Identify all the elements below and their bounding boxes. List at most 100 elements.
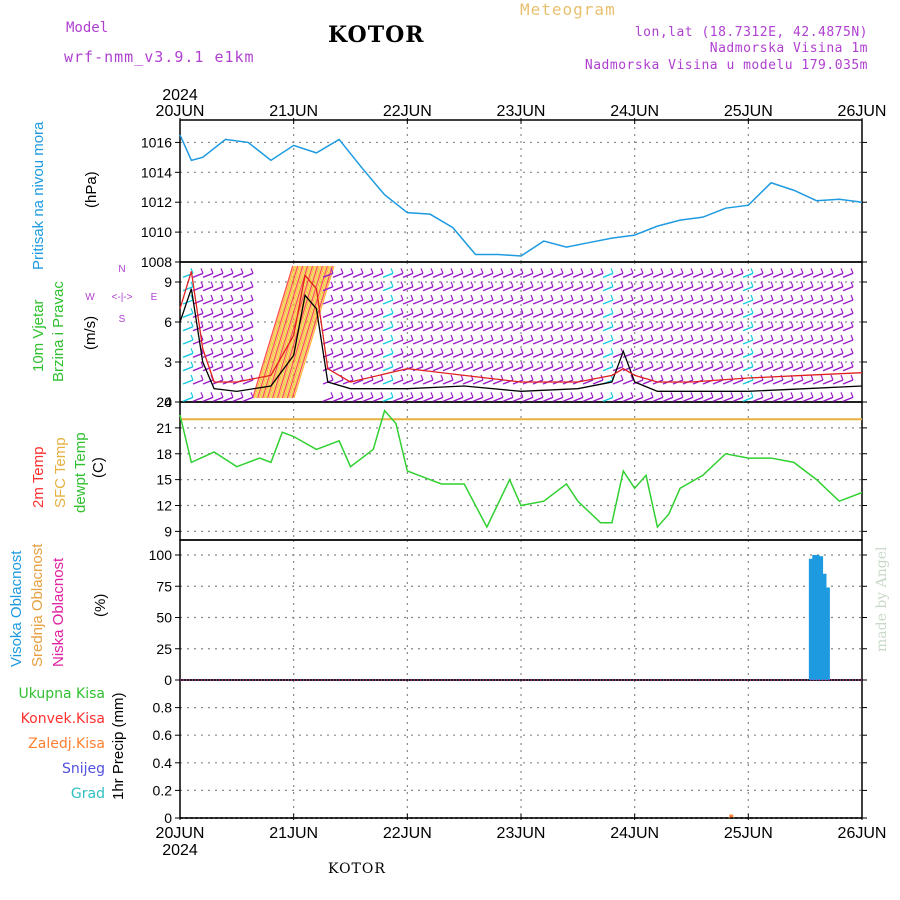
wind-barb-flag xyxy=(350,281,354,287)
wind-barb xyxy=(732,352,744,358)
wind-barb-flag xyxy=(840,392,844,398)
wind-barb-flag xyxy=(680,334,684,341)
wind-barb xyxy=(782,272,794,278)
y-tick-label: 1012 xyxy=(141,194,172,210)
y-tick-label: 18 xyxy=(156,446,172,462)
wind-barb-flag xyxy=(370,281,374,287)
wind-barb-flag xyxy=(590,321,594,327)
wind-barb xyxy=(682,339,694,345)
wind-barb xyxy=(842,272,854,278)
wind-barb-flag xyxy=(710,348,714,354)
wind-barb-flag xyxy=(700,294,704,301)
wind-barb-flag xyxy=(640,348,644,354)
wind-barb xyxy=(242,396,254,402)
wind-barb xyxy=(712,339,724,345)
wind-barb xyxy=(662,366,674,372)
wind-barb xyxy=(402,379,414,385)
wind-barb-flag xyxy=(730,361,734,367)
wind-barb xyxy=(602,396,614,402)
wind-barb-flag xyxy=(350,321,354,327)
wind-barb xyxy=(332,312,344,318)
wind-barb xyxy=(342,326,354,332)
wind-barb xyxy=(552,352,564,358)
wind-barb-flag xyxy=(240,334,244,341)
wind-barb xyxy=(732,326,744,332)
altitude-label: Nadmorska Visina 1m xyxy=(709,41,868,56)
wind-barb-flag xyxy=(530,348,534,354)
y-tick-label: 25 xyxy=(156,641,172,657)
wind-barb-flag xyxy=(370,348,374,354)
wind-barb-flag xyxy=(200,308,204,314)
wind-barb xyxy=(822,396,834,402)
wind-barb xyxy=(472,352,484,358)
wind-barb xyxy=(192,272,204,278)
wind-barb xyxy=(672,396,684,402)
wind-barb-flag xyxy=(440,361,444,367)
x-tick-label-top: 26JUN xyxy=(838,103,887,120)
wind-barb xyxy=(722,339,734,345)
wind-barb-flag xyxy=(200,392,204,398)
panel-frame xyxy=(179,679,863,819)
wind-barb-flag xyxy=(730,392,734,398)
wind-barb-flag xyxy=(330,361,334,367)
wind-barb-flag xyxy=(680,348,684,354)
wind-barb xyxy=(642,312,654,318)
wind-barb xyxy=(342,352,354,358)
wind-barb xyxy=(782,379,794,385)
wind-barb-flag xyxy=(530,268,534,274)
wind-barb xyxy=(352,352,364,358)
wind-barb-flag xyxy=(500,348,504,354)
wind-barb xyxy=(182,339,194,345)
wind-barb-flag xyxy=(660,361,664,367)
wind-barb xyxy=(432,366,444,372)
wind-barb-flag xyxy=(370,268,374,274)
wind-barb-flag xyxy=(330,392,334,398)
wind-barb xyxy=(222,312,234,318)
wind-barb-flag xyxy=(410,281,414,287)
wind-barb-flag xyxy=(530,321,534,327)
wind-barb-flag xyxy=(550,294,554,301)
wind-barb xyxy=(522,396,534,402)
wind-barb xyxy=(352,339,364,345)
wind-barb xyxy=(742,286,754,292)
wind-barb-flag xyxy=(680,281,684,287)
wind-barb-flag xyxy=(720,268,724,274)
wind-barb xyxy=(772,379,784,385)
wind-barb-flag xyxy=(230,281,234,287)
wind-barb xyxy=(792,396,804,402)
wind-barb-flag xyxy=(610,348,614,354)
wind-barb-flag xyxy=(500,281,504,287)
wind-barb xyxy=(752,326,764,332)
wind-barb xyxy=(642,339,654,345)
wind-barb xyxy=(482,286,494,292)
wind-barb xyxy=(822,299,834,305)
wind-barb xyxy=(542,326,554,332)
wind-barb xyxy=(482,352,494,358)
wind-barb xyxy=(472,286,484,292)
wind-barb-flag xyxy=(620,321,624,327)
wind-barb-flag xyxy=(340,294,344,301)
wind-barb xyxy=(402,396,414,402)
wind-barb xyxy=(792,352,804,358)
wind-barb xyxy=(332,272,344,278)
wind-barb xyxy=(682,352,694,358)
wind-barb-flag xyxy=(440,321,444,327)
meteogram-label: Meteogram xyxy=(520,0,616,19)
wind-barb xyxy=(632,272,644,278)
wind-barb-flag xyxy=(240,308,244,314)
wind-barb-flag xyxy=(230,321,234,327)
wind-barb-flag xyxy=(840,308,844,314)
wind-barb xyxy=(752,379,764,385)
wind-barb-flag xyxy=(630,334,634,341)
wind-barb-flag xyxy=(800,392,804,398)
wind-barb xyxy=(342,312,354,318)
wind-barb xyxy=(712,312,724,318)
wind-barb-flag xyxy=(220,294,224,301)
wind-barb xyxy=(842,326,854,332)
wind-barb xyxy=(452,312,464,318)
wind-barb-flag xyxy=(660,321,664,327)
wind-barb-flag xyxy=(450,361,454,367)
wind-barb xyxy=(532,286,544,292)
wind-barb xyxy=(822,339,834,345)
wind-barb-flag xyxy=(430,334,434,341)
